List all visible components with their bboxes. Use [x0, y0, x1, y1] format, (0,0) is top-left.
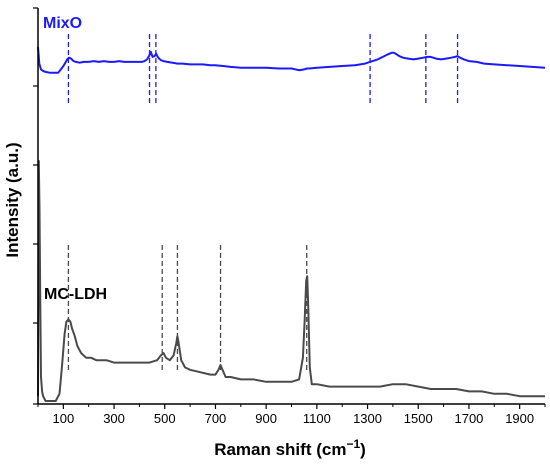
series-line-mc-ldh: [37, 160, 545, 402]
x-tick-label: 700: [205, 411, 227, 426]
x-ticks: 100 300 500 700 900 1100 1300 1500 1700 1900: [37, 404, 546, 426]
plot-lines: [37, 46, 546, 402]
x-tick-label: 1100: [303, 411, 331, 426]
x-axis-title-text: Raman shift (cm: [214, 440, 346, 459]
x-tick-label: 300: [103, 411, 125, 426]
x-axis-title-close: ): [360, 440, 366, 459]
y-axis-title: Intensity (a.u.): [3, 142, 22, 257]
x-tick-label: 1700: [454, 411, 483, 426]
series-label-mcldh: MC-LDH: [44, 286, 107, 303]
x-axis-title: Raman shift (cm−1): [214, 437, 366, 459]
x-tick-label: 900: [255, 411, 277, 426]
y-ticks: [33, 7, 38, 405]
reference-lines: [67, 34, 459, 370]
x-tick-label: 1300: [353, 411, 382, 426]
series-line-mixo: [37, 46, 546, 74]
x-tick-label: 500: [154, 411, 176, 426]
x-tick-label: 100: [52, 411, 74, 426]
x-axis-title-sup: −1: [346, 437, 360, 451]
x-tick-label: 1500: [404, 411, 433, 426]
series-label-mixo: MixO: [43, 15, 82, 32]
x-tick-label: 1900: [505, 411, 534, 426]
